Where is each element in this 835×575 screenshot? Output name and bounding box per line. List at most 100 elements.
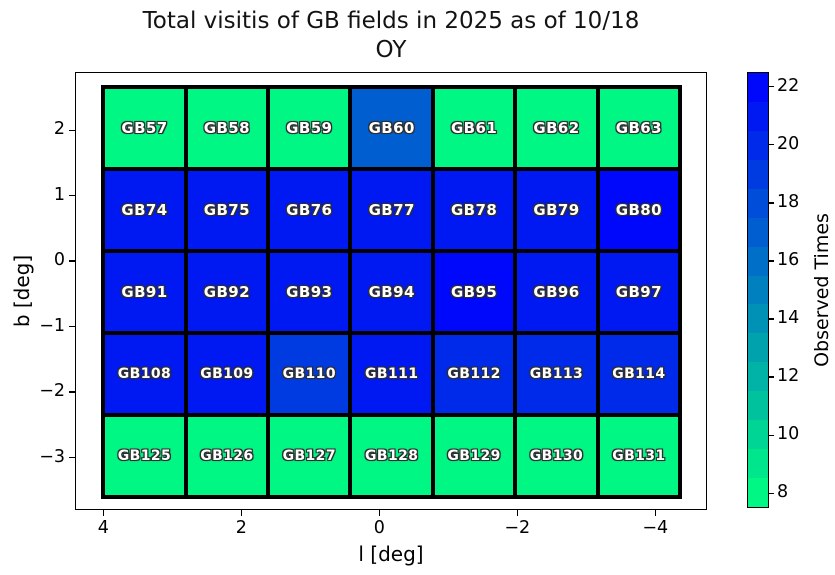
heatmap-cell: GB59 [268,87,351,170]
colorbar-band [748,159,768,189]
field-label: GB92 [203,282,250,301]
heatmap-cell: GB125 [103,414,186,497]
field-label: GB114 [612,365,666,382]
colorbar-tick-mark [769,202,774,204]
heatmap-cell: GB130 [515,414,598,497]
colorbar-tick-label: 12 [777,366,800,387]
y-tick-label: −1 [39,315,65,336]
heatmap-cell: GB127 [268,414,351,497]
colorbar-band [748,217,768,247]
colorbar-tick-mark [769,85,774,88]
field-label: GB109 [200,365,254,382]
colorbar-band [748,304,768,334]
field-label: GB110 [282,365,336,382]
heatmap-cell: GB63 [597,87,681,170]
colorbar-tick-label: 10 [777,424,800,445]
field-label: GB129 [447,447,501,464]
heatmap-cell: GB79 [515,169,598,251]
field-label: GB128 [364,447,419,464]
colorbar-band [748,391,768,421]
heatmap-cell: GB60 [350,87,433,170]
colorbar-tick-mark [769,434,774,437]
heatmap-cell: GB62 [515,87,598,170]
y-tick-label: 1 [53,184,65,205]
x-tick-label: 4 [97,518,109,538]
field-label: GB57 [121,119,168,138]
field-label: GB108 [117,365,172,382]
heatmap-cell: GB95 [432,250,516,333]
field-label: GB80 [615,201,662,219]
y-tick-label: 2 [53,119,65,140]
y-tick-mark [69,456,75,459]
colorbar-tick-mark [769,376,774,378]
field-label: GB126 [200,447,254,464]
colorbar-tick-label: 14 [777,308,800,329]
heatmap-cell: GB109 [185,332,269,415]
colorbar-band [748,246,768,276]
colorbar-band [748,130,768,160]
heatmap-cell: GB93 [268,250,351,333]
colorbar-label: Observed Times [811,213,833,367]
heatmap-cell: GB114 [597,332,681,415]
field-label: GB112 [447,365,501,382]
heatmap-cell: GB131 [597,414,681,497]
field-label: GB91 [121,282,168,301]
field-label: GB62 [533,119,580,138]
colorbar-tick-label: 8 [777,482,789,503]
heatmap-cell: GB80 [597,169,681,251]
heatmap-cell: GB78 [432,169,516,251]
y-tick-mark [69,260,75,262]
colorbar-band [748,188,768,218]
heatmap-cell: GB75 [185,169,269,251]
y-tick-mark [69,391,75,393]
colorbar-band [748,275,768,305]
heatmap-cell: GB108 [103,332,186,415]
x-tick-mark [516,510,518,516]
colorbar-tick-mark [769,318,774,320]
x-tick-label: 0 [373,518,385,538]
colorbar-tick-label: 22 [777,75,800,96]
x-tick-mark [654,510,656,516]
field-label: GB75 [203,201,250,219]
colorbar-band [748,101,768,131]
field-label: GB111 [364,365,419,382]
field-label: GB60 [368,119,415,138]
chart-title: Total visitis of GB fields in 2025 as of… [142,8,640,34]
y-tick-mark [69,129,75,132]
y-tick-mark [69,325,75,328]
heatmap-cell: GB112 [432,332,516,415]
colorbar-tick-label: 16 [777,249,800,270]
x-tick-mark [378,510,381,516]
field-label: GB97 [615,282,662,301]
colorbar-tick-label: 20 [777,133,800,154]
field-label: GB113 [529,365,584,382]
heatmap-cell: GB126 [185,414,269,497]
heatmap-cell: GB113 [515,332,598,415]
y-axis-label: b [deg] [10,254,34,328]
colorbar-band [748,449,768,479]
colorbar-band [748,478,768,507]
field-label: GB127 [282,447,336,464]
colorbar-band [748,72,768,102]
field-label: GB131 [612,447,666,464]
y-tick-label: −3 [39,446,65,467]
field-label: GB63 [615,119,662,138]
field-label: GB94 [368,282,415,301]
heatmap-cell: GB94 [350,250,433,333]
y-tick-mark [69,194,75,197]
field-label: GB95 [450,282,498,301]
colorbar-tick-mark [769,260,774,262]
heatmap-cell: GB92 [185,250,269,333]
field-label: GB79 [533,201,580,219]
field-label: GB77 [368,201,415,219]
x-tick-mark [102,510,105,516]
field-label: GB96 [533,282,580,301]
heatmap-cell: GB76 [268,169,351,251]
x-axis-label: l [deg] [358,542,424,566]
chart-subtitle: OY [375,37,407,63]
heatmap-cell: GB128 [350,414,433,497]
field-label: GB93 [286,282,333,301]
colorbar-tick-mark [769,143,774,146]
field-label: GB125 [117,447,172,464]
